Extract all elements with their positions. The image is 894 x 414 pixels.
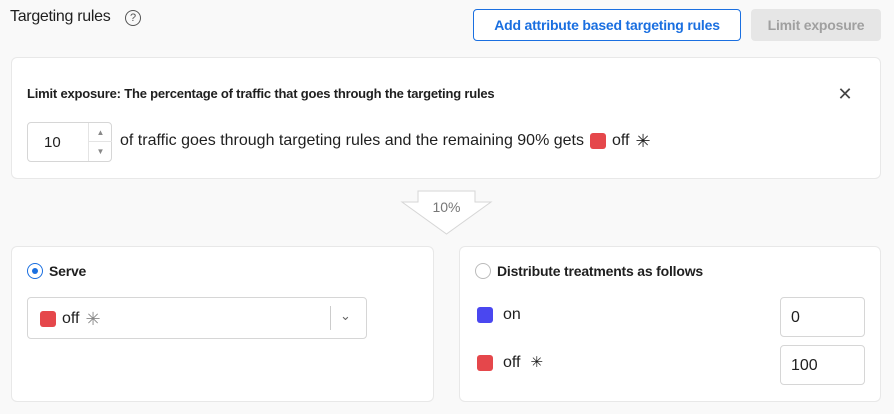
treatment-color-swatch xyxy=(477,355,493,371)
serve-label: Serve xyxy=(49,263,87,279)
add-attribute-targeting-button[interactable]: Add attribute based targeting rules xyxy=(473,9,741,41)
flow-arrow-label: 10% xyxy=(432,199,461,215)
treatment-name: off xyxy=(612,132,630,149)
treatment-row-on: on xyxy=(477,306,521,324)
treatment-color-swatch xyxy=(477,307,493,323)
page-title: Targeting rules xyxy=(10,8,111,25)
chevron-down-icon[interactable]: ⌄ xyxy=(340,308,351,323)
close-icon[interactable]: ✕ xyxy=(837,84,853,104)
treatment-name: off xyxy=(503,354,521,371)
limit-exposure-heading: Limit exposure: The percentage of traffi… xyxy=(27,86,495,101)
limit-exposure-button: Limit exposure xyxy=(751,9,881,41)
percent-value[interactable]: 10 xyxy=(44,134,61,151)
treatment-color-swatch xyxy=(40,311,56,327)
treatment-color-swatch xyxy=(590,133,606,149)
distribute-radio[interactable] xyxy=(475,263,491,279)
limit-description: of traffic goes through targeting rules … xyxy=(120,132,584,149)
select-value: off xyxy=(62,310,80,327)
distribute-label: Distribute treatments as follows xyxy=(497,263,703,279)
limit-exposure-text: of traffic goes through targeting rules … xyxy=(120,132,651,150)
select-divider xyxy=(330,306,331,330)
treatment-name: on xyxy=(503,306,521,323)
percent-stepper[interactable]: 10 ▲ ▼ xyxy=(27,122,112,162)
help-icon[interactable]: ? xyxy=(125,10,141,26)
decrement-icon[interactable]: ▼ xyxy=(96,147,105,156)
asterisk-icon: ✳ xyxy=(635,131,651,151)
asterisk-icon: ✳ xyxy=(530,354,544,371)
treatment-row-off: off ✳ xyxy=(477,354,543,372)
limit-exposure-panel xyxy=(11,57,881,179)
treatment-off-input[interactable]: 100 xyxy=(780,345,865,385)
flow-arrow-icon xyxy=(400,190,493,235)
increment-icon[interactable]: ▲ xyxy=(89,123,112,142)
asterisk-icon: ✳ xyxy=(85,309,101,329)
treatment-on-input[interactable]: 0 xyxy=(780,297,865,337)
serve-radio[interactable] xyxy=(27,263,43,279)
serve-treatment-select[interactable]: off ✳ ⌄ xyxy=(27,297,367,339)
